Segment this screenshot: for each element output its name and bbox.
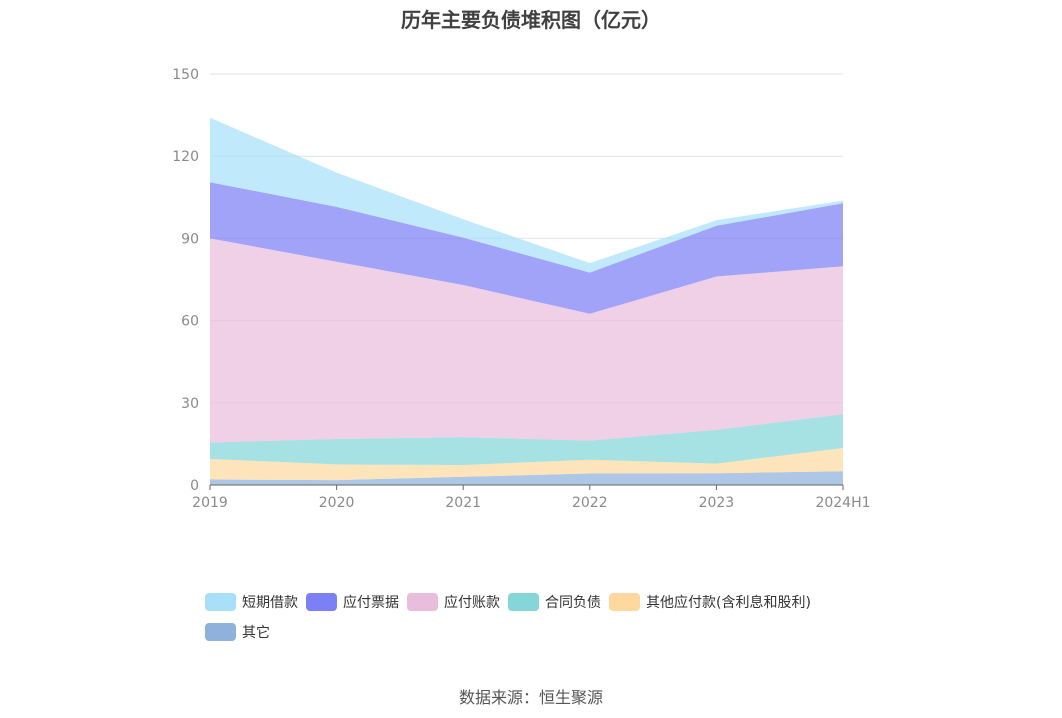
y-tick-label: 60 (181, 314, 199, 330)
x-tick-label: 2021 (445, 495, 481, 511)
legend-swatch (609, 593, 640, 611)
data-source-note: 数据来源：恒生聚源 (458, 688, 603, 707)
x-tick-label: 2019 (192, 495, 228, 511)
legend-swatch (205, 623, 236, 641)
x-tick-label: 2024H1 (815, 495, 870, 511)
x-tick-label: 2022 (572, 495, 608, 511)
legend-item[interactable]: 短期借款 (205, 592, 298, 612)
legend-swatch (205, 593, 236, 611)
y-tick-label: 30 (181, 396, 199, 412)
area-series-2 (210, 414, 843, 465)
legend-label: 其他应付款(含利息和股利) (646, 595, 811, 611)
x-tick-label: 2020 (319, 495, 355, 511)
y-tick-label: 150 (172, 67, 199, 83)
legend-item[interactable]: 应付账款 (407, 592, 500, 612)
area-series-0 (210, 471, 843, 485)
area-series-1 (210, 448, 843, 481)
legend-label: 应付账款 (444, 595, 500, 611)
legend-label: 短期借款 (242, 595, 298, 611)
legend-label: 其它 (242, 625, 270, 641)
legend-item[interactable]: 合同负债 (508, 592, 601, 612)
legend-item[interactable]: 其他应付款(含利息和股利) (609, 592, 811, 612)
area-series-5 (210, 117, 843, 273)
legend-label: 应付票据 (343, 595, 399, 611)
y-tick-label: 90 (181, 231, 199, 247)
legend-swatch (306, 593, 337, 611)
chart-title: 历年主要负债堆积图（亿元） (401, 8, 661, 32)
legend-item[interactable]: 其它 (205, 622, 270, 642)
area-series-3 (210, 238, 843, 443)
area-series-4 (210, 182, 843, 314)
chart-legend: 短期借款 应付票据 应付账款 合同负债 其他应付款(含利息和股利) 其它 (205, 592, 885, 652)
legend-swatch (508, 593, 539, 611)
legend-label: 合同负债 (545, 595, 601, 611)
y-tick-label: 0 (190, 478, 199, 494)
x-tick-label: 2023 (699, 495, 735, 511)
y-tick-label: 120 (172, 149, 199, 165)
legend-item[interactable]: 应付票据 (306, 592, 399, 612)
legend-swatch (407, 593, 438, 611)
